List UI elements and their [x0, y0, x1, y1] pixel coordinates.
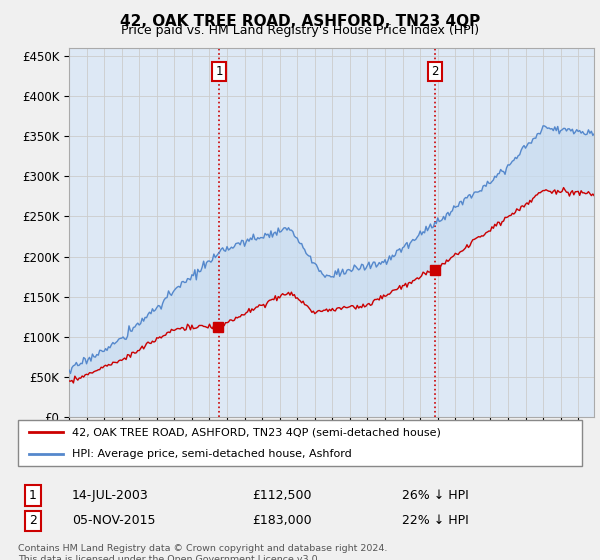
Text: Price paid vs. HM Land Registry's House Price Index (HPI): Price paid vs. HM Land Registry's House … — [121, 24, 479, 37]
Text: Contains HM Land Registry data © Crown copyright and database right 2024.
This d: Contains HM Land Registry data © Crown c… — [18, 544, 388, 560]
Text: 42, OAK TREE ROAD, ASHFORD, TN23 4QP: 42, OAK TREE ROAD, ASHFORD, TN23 4QP — [120, 14, 480, 29]
Text: 22% ↓ HPI: 22% ↓ HPI — [402, 514, 469, 528]
Text: HPI: Average price, semi-detached house, Ashford: HPI: Average price, semi-detached house,… — [71, 449, 352, 459]
Text: 1: 1 — [29, 489, 37, 502]
Text: 42, OAK TREE ROAD, ASHFORD, TN23 4QP (semi-detached house): 42, OAK TREE ROAD, ASHFORD, TN23 4QP (se… — [71, 427, 440, 437]
Text: 2: 2 — [431, 65, 439, 78]
Text: 1: 1 — [215, 65, 223, 78]
Text: £112,500: £112,500 — [252, 489, 311, 502]
Text: £183,000: £183,000 — [252, 514, 311, 528]
FancyBboxPatch shape — [18, 420, 582, 466]
Text: 26% ↓ HPI: 26% ↓ HPI — [402, 489, 469, 502]
Text: 14-JUL-2003: 14-JUL-2003 — [72, 489, 149, 502]
Text: 2: 2 — [29, 514, 37, 528]
Text: 05-NOV-2015: 05-NOV-2015 — [72, 514, 155, 528]
